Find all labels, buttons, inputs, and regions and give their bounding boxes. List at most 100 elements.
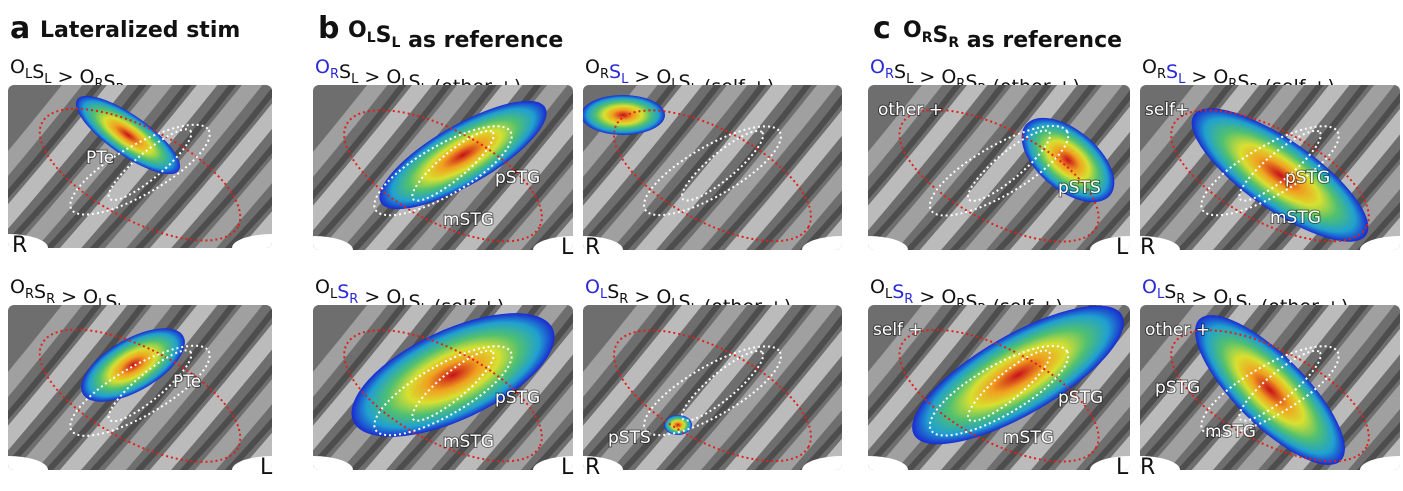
roi-outline-white xyxy=(69,123,211,216)
label-part: S xyxy=(609,61,621,83)
label-part: > xyxy=(52,66,80,88)
activation xyxy=(664,415,692,435)
label-part: > xyxy=(358,66,386,88)
label-subscript: R xyxy=(948,35,959,51)
gyrus xyxy=(135,305,272,470)
label-subscript: R xyxy=(956,77,965,92)
gyrus xyxy=(620,305,806,470)
annotation: pSTG xyxy=(1058,388,1103,408)
annotation: mSTG xyxy=(1205,422,1256,442)
label-subscript: L xyxy=(1157,287,1165,302)
gyrus xyxy=(755,305,842,470)
label-part: O xyxy=(10,56,25,78)
label-part: O xyxy=(656,66,671,88)
gyrus xyxy=(583,305,671,470)
label-part: S xyxy=(932,23,948,48)
gyrus xyxy=(313,305,446,470)
label-part: S xyxy=(607,281,619,303)
gyrus xyxy=(1312,305,1400,470)
label-part: O xyxy=(903,18,922,43)
gyrus xyxy=(1140,85,1273,250)
label-subscript: R xyxy=(922,30,933,46)
sulcus xyxy=(602,85,781,250)
label-part: O xyxy=(83,286,98,308)
roi-outline xyxy=(38,328,242,463)
sulcus xyxy=(1022,85,1130,250)
image-corner xyxy=(1140,456,1180,470)
label-part: O xyxy=(1213,286,1228,308)
sulcus xyxy=(117,85,272,248)
label-subscript: L xyxy=(1178,72,1186,87)
label-subscript: L xyxy=(1228,297,1236,312)
image-corner xyxy=(802,456,842,470)
sulcus xyxy=(1294,305,1400,470)
sulcus xyxy=(932,85,1111,250)
label-subscript: L xyxy=(621,72,629,87)
panel-title: ORSR as reference xyxy=(903,18,1122,53)
image-corner xyxy=(1360,456,1400,470)
label-subscript: R xyxy=(95,77,104,92)
gyrus xyxy=(868,305,1001,470)
sulcus xyxy=(602,305,781,470)
panel-letter: a xyxy=(10,11,30,46)
brain-image xyxy=(8,85,272,248)
image-corner xyxy=(232,234,272,248)
sulcus xyxy=(8,305,116,470)
annotation: mSTG xyxy=(443,432,494,452)
sulcus xyxy=(422,85,573,250)
image-label: OLSL > ORSR xyxy=(10,56,125,97)
sulcus xyxy=(467,85,573,250)
gyrus xyxy=(440,85,573,250)
label-part: S xyxy=(339,61,351,83)
label-subscript: R xyxy=(1176,292,1185,307)
annotation: other + xyxy=(878,100,943,120)
gyrus xyxy=(665,305,842,470)
sulcus xyxy=(467,305,573,470)
activation xyxy=(912,305,1124,445)
label-part: S xyxy=(34,281,46,303)
roi-outline-white xyxy=(69,344,211,437)
roi-outline xyxy=(898,328,1100,463)
gyrus xyxy=(1140,85,1228,250)
annotation: pSTG xyxy=(495,388,540,408)
panel-letter: c xyxy=(873,11,891,46)
label-part: O xyxy=(585,56,600,78)
gyrus xyxy=(1140,305,1273,470)
label-subscript: L xyxy=(671,77,679,92)
sulcus xyxy=(868,305,976,470)
gyrus xyxy=(755,85,842,250)
sulcus xyxy=(8,85,161,248)
gyrus xyxy=(1040,305,1130,470)
hemisphere-label: L xyxy=(561,455,574,480)
label-subscript: R xyxy=(619,292,628,307)
roi-outline-white xyxy=(1238,349,1322,422)
annotation: pSTG xyxy=(495,168,540,188)
sulcus xyxy=(162,305,272,470)
annotation: pSTG xyxy=(1285,168,1330,188)
roi-outline xyxy=(343,329,543,463)
gyrus xyxy=(180,85,272,248)
label-subscript: R xyxy=(885,67,894,82)
activation xyxy=(75,95,181,175)
image-corner xyxy=(313,456,353,470)
roi-outline-white xyxy=(966,129,1052,202)
roi-outline xyxy=(38,107,242,242)
sulcus xyxy=(737,305,842,470)
roi-outline-white xyxy=(928,124,1070,217)
roi-outline-white xyxy=(107,128,193,202)
sulcus xyxy=(692,305,842,470)
roi-outline xyxy=(343,109,543,243)
roi-outline-white xyxy=(643,345,782,437)
sulcus xyxy=(27,85,206,248)
hemisphere-label: L xyxy=(1116,235,1129,260)
activation xyxy=(1191,108,1369,242)
annotation: pSTS xyxy=(1058,178,1101,198)
sulcus xyxy=(1249,305,1400,470)
image-corner xyxy=(802,236,842,250)
label-part: O xyxy=(870,276,885,298)
image-corner xyxy=(868,236,908,250)
gyrus xyxy=(1267,85,1400,250)
gyrus xyxy=(710,305,842,470)
gyrus xyxy=(665,85,842,250)
image-corner xyxy=(533,236,573,250)
